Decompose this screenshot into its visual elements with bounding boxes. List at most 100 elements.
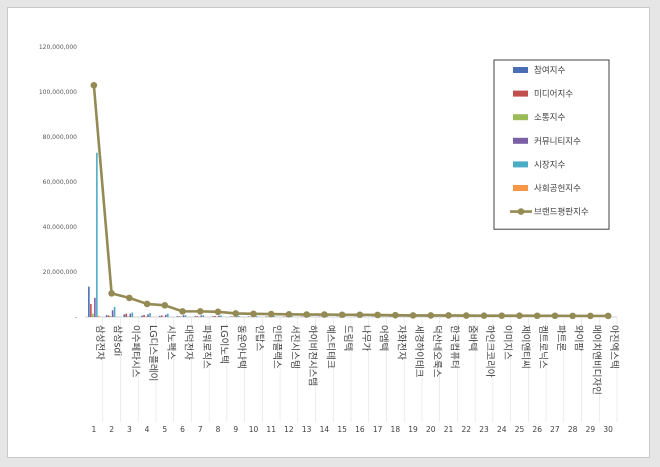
category-index: 10 bbox=[249, 425, 259, 434]
bar-커뮤니티지수 bbox=[165, 314, 167, 317]
y-axis-ticks: - 20,000,000 40,000,000 60,000,000 80,000,00… bbox=[39, 44, 77, 321]
bar-커뮤니티지수 bbox=[218, 315, 220, 317]
legend-label: 커뮤니티지수 bbox=[534, 136, 581, 147]
y-tick-label: 100,000,000 bbox=[39, 89, 77, 96]
legend-marker bbox=[517, 208, 525, 215]
line-point bbox=[533, 312, 541, 320]
bar-시장지수 bbox=[202, 315, 205, 317]
brand-reputation-chart: - 20,000,000 40,000,000 60,000,000 80,000,00… bbox=[39, 44, 620, 434]
line-point bbox=[232, 310, 240, 317]
bar-커뮤니티지수 bbox=[182, 315, 185, 317]
bar-참여지수 bbox=[141, 315, 143, 317]
line-point bbox=[321, 311, 328, 318]
category-index: 6 bbox=[180, 425, 185, 434]
bar-소통지수 bbox=[145, 316, 147, 317]
category-label: 예스티테크 bbox=[324, 325, 335, 369]
category-index: 27 bbox=[550, 425, 560, 434]
bar-커뮤니티지수 bbox=[200, 315, 203, 317]
bar-시장지수 bbox=[96, 152, 98, 317]
category-index: 30 bbox=[603, 425, 613, 434]
bar-시장지수 bbox=[220, 315, 222, 317]
bar-참여지수 bbox=[212, 316, 214, 317]
bar-시장지수 bbox=[362, 316, 364, 317]
chart-page: - 20,000,000 40,000,000 60,000,000 80,000,00… bbox=[7, 7, 650, 458]
bar-소통지수 bbox=[127, 316, 130, 317]
category-label: 드림텍 bbox=[342, 325, 354, 351]
line-point bbox=[587, 312, 594, 320]
legend-label: 소통지수 bbox=[534, 113, 565, 123]
bar-사회공헌지수 bbox=[98, 315, 100, 318]
category-index: 5 bbox=[162, 425, 167, 434]
category-index: 7 bbox=[198, 425, 203, 434]
bar-커뮤니티지수 bbox=[147, 314, 149, 317]
bar-시장지수 bbox=[291, 316, 293, 317]
category-label: 하이비젼시스템 bbox=[307, 325, 319, 386]
category-index: 15 bbox=[337, 425, 347, 434]
category-label: 덕산네오룩스 bbox=[431, 325, 442, 378]
category-index: 11 bbox=[266, 425, 276, 434]
category-index: 18 bbox=[391, 425, 401, 434]
bar-미디어지수 bbox=[125, 313, 128, 318]
line-point bbox=[126, 294, 133, 302]
category-index: 2 bbox=[109, 425, 114, 434]
category-label: 시노펙스 bbox=[165, 325, 176, 360]
bar-참여지수 bbox=[105, 315, 108, 317]
bar-시장지수 bbox=[344, 316, 346, 317]
category-label: LG이노텍 bbox=[218, 325, 229, 364]
bar-시장지수 bbox=[167, 313, 169, 318]
category-index: 8 bbox=[216, 425, 221, 434]
category-label: 파워로직스 bbox=[200, 325, 211, 369]
bar-미디어지수 bbox=[143, 314, 145, 317]
category-index: 23 bbox=[479, 425, 489, 434]
x-axis-labels: 삼성전자 1 삼성sdi 2 이수페타시스 3 LG디스플레이 4 시노펙스 5 대덕전자 6 파워로직… bbox=[91, 317, 620, 434]
category-label: LG디스플레이 bbox=[147, 325, 158, 381]
y-tick-label: 60,000,000 bbox=[43, 179, 78, 186]
line-point bbox=[161, 302, 169, 309]
category-label: 켐트로닉스 bbox=[537, 325, 549, 369]
bar-참여지수 bbox=[229, 316, 232, 317]
line-point bbox=[516, 312, 523, 319]
line-point bbox=[214, 308, 222, 316]
category-label: 세경하이테크 bbox=[413, 325, 425, 378]
category-label: 동운아나텍 bbox=[236, 325, 247, 369]
bar-참여지수 bbox=[194, 316, 197, 317]
bar-marks bbox=[88, 152, 614, 318]
bar-참여지수 bbox=[123, 314, 126, 317]
bar-시장지수 bbox=[397, 316, 400, 317]
line-point bbox=[179, 308, 186, 315]
line-point bbox=[498, 312, 506, 319]
line-point bbox=[196, 308, 204, 315]
category-index: 25 bbox=[515, 425, 525, 434]
category-index: 4 bbox=[145, 425, 150, 434]
line-point bbox=[604, 312, 612, 320]
category-index: 12 bbox=[284, 425, 294, 434]
category-index: 20 bbox=[426, 425, 436, 434]
category-index: 16 bbox=[355, 425, 365, 434]
line-point bbox=[409, 312, 417, 319]
bar-미디어지수 bbox=[178, 316, 181, 317]
bar-커뮤니티지수 bbox=[235, 316, 238, 317]
legend-swatch bbox=[513, 114, 528, 121]
bar-미디어지수 bbox=[161, 315, 163, 317]
bar-참여지수 bbox=[88, 286, 90, 318]
category-label: 아진엑스텍 bbox=[608, 325, 620, 369]
bar-시장지수 bbox=[273, 316, 275, 317]
category-label: 제이앤티씨 bbox=[519, 325, 530, 369]
line-point bbox=[267, 310, 275, 318]
line-point bbox=[427, 312, 435, 319]
bar-시장지수 bbox=[255, 315, 258, 318]
bar-시장지수 bbox=[326, 316, 329, 317]
line-point bbox=[338, 311, 346, 319]
legend-swatch bbox=[513, 137, 528, 144]
legend-swatch bbox=[513, 185, 528, 191]
category-index: 29 bbox=[586, 425, 596, 434]
bar-미디어지수 bbox=[107, 315, 110, 317]
bar-참여지수 bbox=[247, 316, 250, 317]
bar-미디어지수 bbox=[196, 316, 199, 317]
category-index: 22 bbox=[461, 425, 471, 434]
category-index: 19 bbox=[408, 425, 418, 434]
y-tick-label: 20,000,000 bbox=[43, 269, 78, 276]
bar-참여지수 bbox=[176, 316, 179, 317]
category-label: 자화전자 bbox=[395, 325, 406, 360]
